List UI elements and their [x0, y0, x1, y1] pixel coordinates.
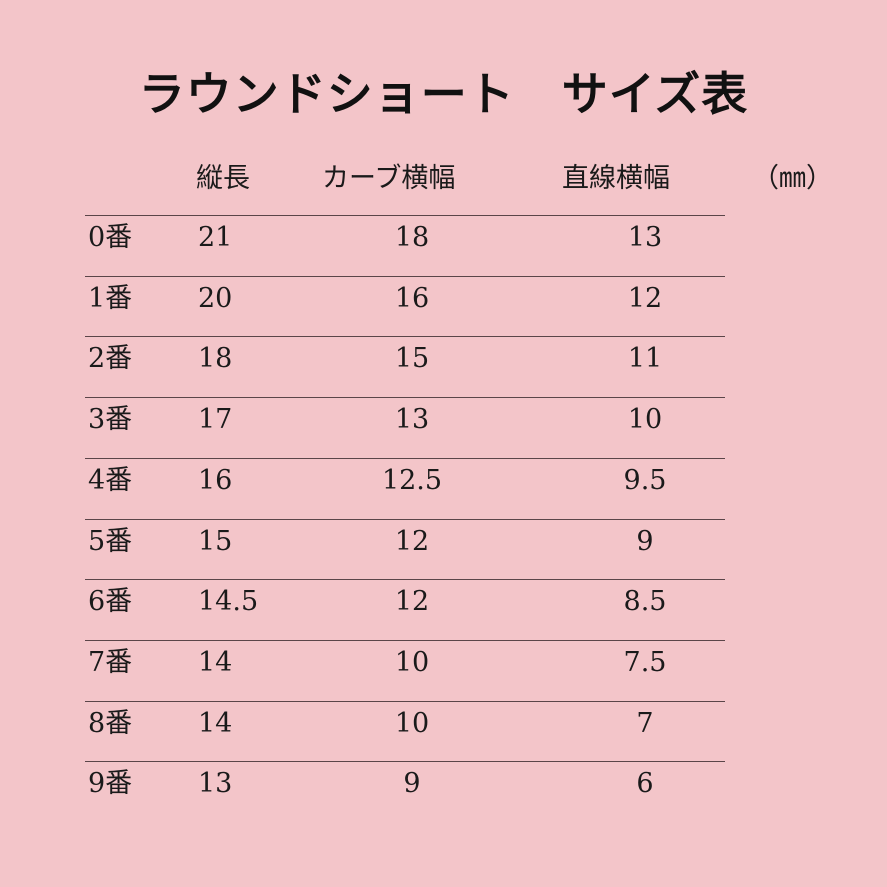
cell-length: 20 [198, 282, 233, 314]
cell-size: 6番 [88, 586, 133, 618]
cell-size: 4番 [88, 464, 133, 496]
cell-length: 14 [198, 646, 233, 678]
table-row: 9番 13 9 6 [85, 761, 725, 822]
cell-length: 13 [198, 768, 233, 800]
cell-curve-width: 12 [394, 586, 430, 618]
cell-length: 14 [198, 707, 233, 739]
cell-size: 9番 [88, 768, 133, 800]
cell-straight-width: 11 [627, 343, 663, 375]
header-length: 縦長 [196, 163, 250, 194]
cell-length: 16 [198, 464, 233, 496]
cell-size: 8番 [88, 707, 133, 739]
table-row: 3番 17 13 10 [85, 397, 725, 458]
cell-size: 7番 [88, 646, 133, 678]
header-unit: （㎜） [752, 163, 833, 194]
cell-straight-width: 7 [636, 707, 654, 739]
cell-length: 17 [198, 404, 233, 436]
cell-straight-width: 13 [627, 222, 663, 253]
cell-length: 15 [198, 525, 233, 557]
cell-size: 2番 [88, 343, 133, 375]
cell-straight-width: 6 [636, 768, 654, 800]
cell-straight-width: 10 [627, 404, 663, 436]
cell-length: 18 [198, 343, 233, 375]
cell-curve-width: 12.5 [381, 464, 443, 496]
page-title: ラウンドショート サイズ表 [138, 67, 749, 121]
cell-curve-width: 15 [394, 343, 430, 375]
table-row: 0番 21 18 13 [85, 215, 725, 276]
table-row: 7番 14 10 7.5 [85, 639, 725, 701]
cell-curve-width: 9 [403, 768, 421, 800]
cell-curve-width: 12 [394, 525, 430, 557]
cell-straight-width: 9 [636, 525, 654, 557]
cell-straight-width: 9.5 [623, 464, 667, 496]
table-row: 2番 18 15 11 [85, 336, 725, 397]
cell-curve-width: 16 [394, 282, 430, 314]
cell-curve-width: 13 [394, 404, 430, 436]
cell-curve-width: 10 [394, 646, 430, 678]
table-row: 4番 16 12.5 9.5 [85, 457, 725, 519]
cell-size: 1番 [88, 282, 133, 314]
cell-length: 21 [198, 222, 233, 253]
header-curve-width: カーブ横幅 [322, 163, 456, 194]
header-straight-width: 直線横幅 [562, 163, 670, 194]
table-row: 5番 15 12 9 [85, 518, 725, 580]
cell-curve-width: 10 [394, 707, 430, 739]
cell-straight-width: 7.5 [623, 646, 667, 678]
cell-straight-width: 8.5 [623, 586, 667, 618]
table-row: 6番 14.5 12 8.5 [85, 579, 725, 640]
cell-size: 5番 [88, 525, 133, 557]
cell-straight-width: 12 [627, 282, 663, 314]
table-row: 8番 14 10 7 [85, 700, 725, 762]
table-row: 1番 20 16 12 [85, 275, 725, 337]
cell-curve-width: 18 [394, 222, 430, 253]
cell-size: 3番 [88, 404, 133, 436]
cell-size: 0番 [88, 222, 133, 253]
cell-length: 14.5 [198, 586, 259, 618]
